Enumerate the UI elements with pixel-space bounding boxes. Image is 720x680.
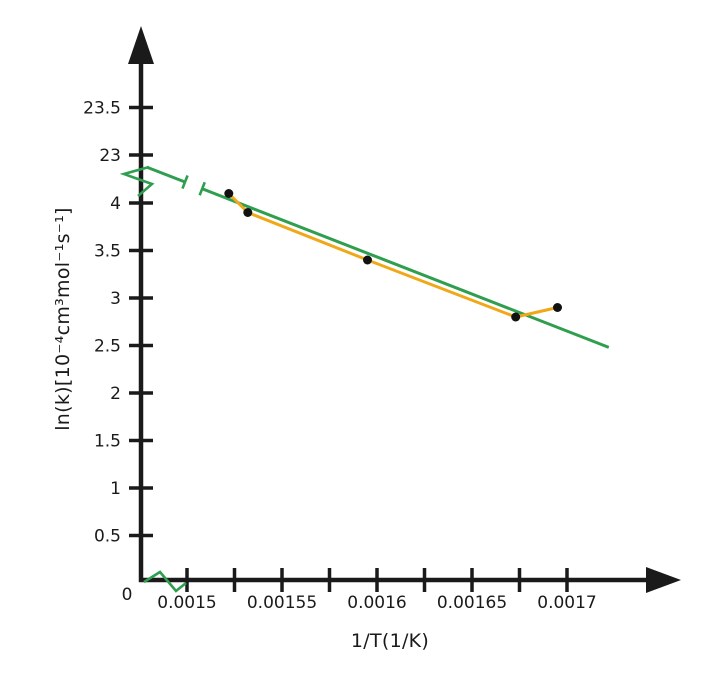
data-point: [511, 312, 521, 322]
origin-label: 0: [122, 585, 133, 605]
x-tick-label: 0.00155: [247, 593, 317, 613]
y-tick-label: 23.5: [83, 99, 121, 119]
data-point: [243, 208, 253, 217]
x-axis-arrow: [646, 567, 681, 593]
fit-line-break-cap: [198, 181, 206, 196]
x-axis-label: 1/T(1/K): [350, 630, 430, 652]
fit-line: [201, 187, 610, 349]
y-tick-label: 4: [110, 194, 121, 214]
x-tick-label: 0.0015: [157, 593, 216, 613]
data-point: [363, 255, 372, 265]
y-tick-label: 3.5: [94, 242, 121, 262]
x-tick-label: 0.0017: [537, 593, 596, 613]
y-tick-label: 1: [110, 479, 121, 499]
x-axis-break: [143, 570, 187, 593]
y-tick-label: 2: [110, 384, 121, 404]
y-tick-label: 23: [99, 146, 121, 166]
data-point: [224, 189, 234, 198]
y-axis-label: ln(k)[10⁻⁴cm³mol⁻¹s⁻¹]: [52, 207, 74, 431]
y-axis-break: [119, 165, 155, 197]
y-tick-label: 2.5: [94, 337, 121, 357]
fit-line-break-cap: [181, 175, 189, 190]
data-point: [553, 303, 562, 312]
fit-line-extrapolation: [146, 165, 186, 184]
y-axis-arrow: [128, 26, 154, 64]
y-tick-label: 0.5: [94, 527, 121, 547]
y-tick-label: 1.5: [94, 432, 121, 452]
y-tick-label: 3: [110, 289, 121, 309]
x-tick-label: 0.00165: [437, 593, 507, 613]
x-tick-label: 0.0016: [347, 593, 406, 613]
data-polyline: [227, 192, 558, 319]
